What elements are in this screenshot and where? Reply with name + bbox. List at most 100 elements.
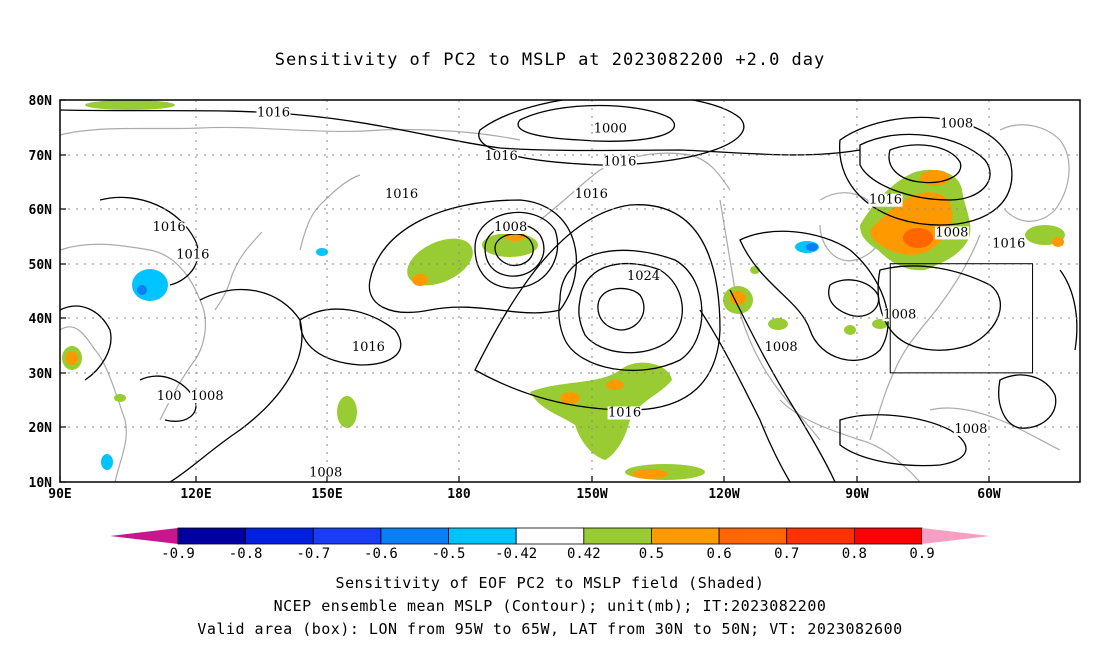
shade-blue-china — [137, 285, 147, 295]
colorbar-bin — [312, 527, 382, 545]
contour-label: 1024 — [627, 269, 660, 284]
colorbar-bin — [651, 527, 720, 545]
contour-high-inner — [597, 287, 645, 331]
shade-cyan-japan — [316, 248, 328, 256]
coastline-east-coast — [869, 234, 981, 441]
contour-label: 1008 — [940, 116, 973, 131]
contour-label-bg — [868, 193, 903, 207]
contour-label: 1008 — [309, 466, 342, 481]
contour-low-ring3 — [474, 211, 559, 289]
colorbar-bin — [177, 527, 247, 545]
shade-orange-greenland — [1052, 237, 1064, 247]
colorbar-label: 0.42 — [567, 546, 601, 562]
shade-orange-subtropic — [560, 392, 580, 404]
colorbar-bin — [448, 527, 517, 545]
caption-shading: Sensitivity of EOF PC2 to MSLP field (Sh… — [335, 574, 765, 592]
lon-label: 90E — [48, 487, 71, 502]
coastline-caribbean — [929, 407, 1061, 451]
contour-label: 1008 — [191, 389, 224, 404]
colorbar-label: -0.8 — [229, 546, 263, 562]
shade-green-top — [85, 100, 175, 110]
contour-label: 100 — [157, 389, 182, 404]
contour-ca-low-1 — [859, 133, 991, 201]
lat-label: 30N — [29, 367, 53, 382]
shade-orange-south — [632, 469, 668, 479]
caption-valid-area: Valid area (box): LON from 95W to 65W, L… — [197, 620, 903, 638]
contour-asia-2 — [99, 196, 199, 286]
contour-aleutian — [517, 104, 676, 142]
contour-label-bg — [152, 220, 187, 234]
map-figure: 1016 1000 1016 1016 1008 1016 1016 1016 1008 1016… — [29, 94, 1081, 562]
contour-label-bg — [764, 341, 799, 355]
shade-darkorange-canada — [903, 228, 933, 248]
contour-labels: 1016 1000 1016 1016 1008 1016 1016 1016 1008 1016… — [152, 105, 1026, 481]
contour-label-bg — [574, 188, 609, 202]
shade-orange-subtropic-2 — [606, 380, 624, 390]
contour-label-bg — [256, 106, 291, 120]
contour-ca-low-3 — [839, 116, 1013, 226]
contour-label: 1016 — [603, 154, 636, 169]
shade-green-bay — [114, 394, 126, 402]
colorbar-labels: -0.9 -0.8 -0.7 -0.6 -0.5 -0.42 0.42 0.5 0.6 0.7 0.… — [161, 546, 935, 562]
lat-label: 80N — [29, 94, 53, 109]
contour-high-1024 — [578, 262, 683, 354]
contour-label-bg — [593, 122, 628, 136]
contour-label-bg — [484, 150, 519, 164]
colorbar-label: -0.42 — [495, 546, 537, 562]
contour-label-bg — [934, 226, 969, 240]
contour-label: 1016 — [352, 340, 385, 355]
colorbar-label: -0.7 — [296, 546, 330, 562]
contour-label: 1008 — [765, 340, 798, 355]
lat-label: 10N — [29, 476, 53, 491]
shade-green-low — [482, 233, 538, 257]
contour-low-ring1 — [494, 233, 534, 267]
contour-wpac-2 — [169, 288, 303, 482]
colorbar-label: 0.9 — [909, 546, 934, 562]
contour-label: 1016 — [608, 406, 641, 421]
valid-area-box — [889, 263, 1034, 374]
contour-label: 1016 — [992, 236, 1025, 251]
contour-label: 1008 — [935, 225, 968, 240]
contour-na-trough — [739, 230, 889, 362]
contour-label-bg — [882, 308, 917, 322]
lon-label: 150W — [576, 487, 607, 502]
contour-label-bg — [953, 422, 988, 436]
contour-label-bg — [156, 390, 183, 404]
lon-label: 120E — [180, 487, 211, 502]
coastline-siberia — [60, 126, 521, 141]
colorbar: -0.9 -0.8 -0.7 -0.6 -0.5 -0.42 0.42 0.5 0.6 0.7 0.… — [110, 527, 990, 562]
shade-orange-canada-north — [920, 170, 950, 186]
colorbar-label: 0.8 — [842, 546, 867, 562]
shade-green-coast-2 — [768, 318, 788, 330]
contour-dateline-big — [368, 199, 578, 314]
lon-label: 120W — [708, 487, 739, 502]
contour-high-outer — [474, 204, 721, 411]
coastline-alaska — [539, 152, 731, 221]
contour-label: 1016 — [176, 247, 209, 262]
contour-caribbean — [998, 374, 1057, 429]
contour-eastpac-2 — [729, 289, 836, 482]
sensitivity-shading — [62, 100, 1065, 480]
shade-green-atl — [872, 319, 888, 329]
shade-green-dateline — [407, 238, 473, 286]
coastline-mexico — [779, 399, 921, 482]
contour-high-ring — [558, 249, 703, 372]
colorbar-bin — [718, 527, 788, 545]
contour-label: 1016 — [153, 220, 186, 235]
axis-ticks — [59, 99, 990, 483]
contour-label-bg — [175, 248, 210, 262]
contour-label: 1016 — [575, 187, 608, 202]
latitude-labels: 80N 70N 60N 50N 40N 30N 20N 10N — [29, 94, 53, 491]
shade-orange-india — [66, 351, 78, 365]
contour-na-inner — [828, 279, 880, 317]
contour-label-bg — [626, 270, 661, 284]
contour-label: 1008 — [883, 307, 916, 322]
map-title: Sensitivity of PC2 to MSLP at 2023082200… — [274, 50, 826, 70]
contour-east-2 — [1059, 269, 1078, 351]
contour-asia-1 — [60, 305, 112, 381]
contour-ca-low-2 — [888, 144, 962, 184]
contour-label-bg — [190, 390, 225, 404]
contour-label-bg — [991, 237, 1026, 251]
lon-label: 150E — [311, 487, 342, 502]
colorbar-label: 0.6 — [706, 546, 731, 562]
